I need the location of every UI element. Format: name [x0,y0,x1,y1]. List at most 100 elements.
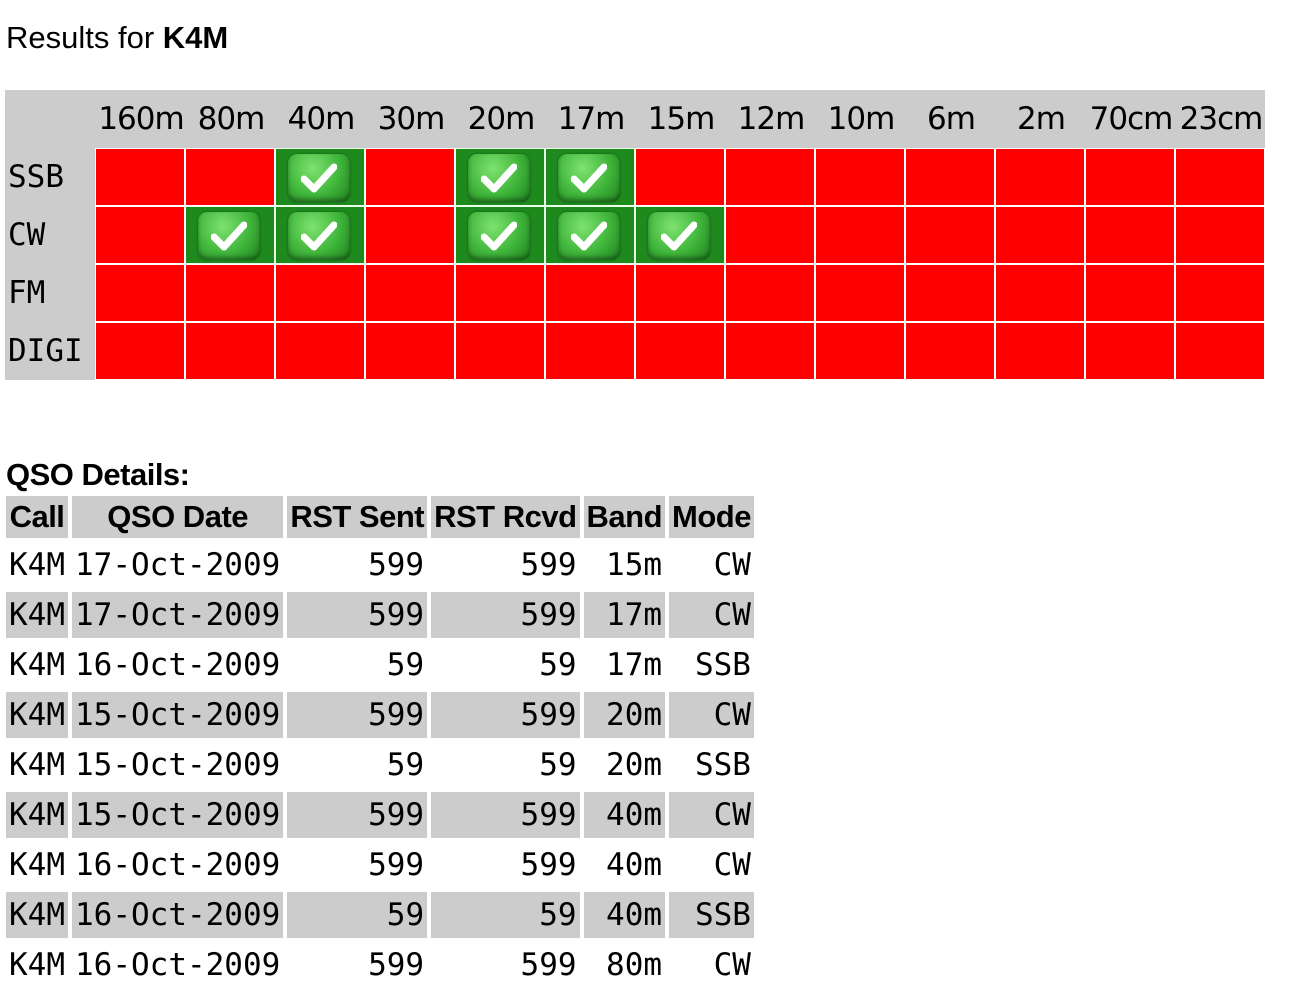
grid-cell-fm-2m [995,264,1085,322]
cell-rst-rcvd: 599 [520,847,577,883]
mode-label-cw: CW [8,217,46,253]
grid-cell-digi-17m [545,322,635,380]
band-header-15m: 15m [647,101,716,137]
cell-mode: CW [669,592,754,638]
grid-cell-fm-20m [455,264,545,322]
grid-cell-cw-30m [365,206,455,264]
results-callsign: K4M [162,20,229,55]
cell-qso-date: 16-Oct-2009 [72,892,284,938]
qso-details-heading: QSO Details: [6,457,190,492]
grid-cell-ssb-6m [905,148,995,206]
cell-rst-sent: 59 [386,747,425,783]
table-row: K4M 15-Oct-2009 599 599 20m CW [6,692,754,738]
grid-cell-cw-12m [725,206,815,264]
check-mark-icon [648,212,710,260]
band-header-6m: 6m [927,101,976,137]
cell-rst-sent: 599 [368,847,425,883]
grid-cell-cw-40m [275,206,365,264]
band-header-12m: 12m [737,101,806,137]
cell-band: 80m [606,947,663,983]
grid-cell-ssb-10m [815,148,905,206]
cell-rst-sent: 599 [368,547,425,583]
cell-band: 20m [583,692,666,738]
grid-cell-fm-80m [185,264,275,322]
column-header-call: Call [6,496,68,538]
cell-band: 40m [606,847,663,883]
table-row: K4M 16-Oct-2009 59 59 40m SSB [6,892,754,938]
grid-cell-digi-15m [635,322,725,380]
grid-cell-ssb-17m [545,148,635,206]
cell-call: K4M [9,847,65,883]
cell-rst-rcvd: 59 [431,892,580,938]
grid-cell-cw-15m [635,206,725,264]
grid-cell-ssb-70cm [1085,148,1175,206]
check-mark-icon [468,154,530,202]
grid-cell-digi-70cm [1085,322,1175,380]
column-header-qso-date: QSO Date [72,496,284,538]
cell-rst-sent: 59 [386,647,425,683]
grid-cell-cw-17m [545,206,635,264]
cell-mode: CW [669,692,754,738]
grid-cell-fm-15m [635,264,725,322]
cell-mode: CW [713,947,751,983]
grid-cell-digi-2m [995,322,1085,380]
cell-qso-date: 16-Oct-2009 [75,947,281,983]
grid-cell-cw-23cm [1175,206,1265,264]
cell-rst-rcvd: 599 [520,547,577,583]
band-header-10m: 10m [827,101,896,137]
column-header-rst-rcvd: RST Rcvd [431,496,580,538]
band-header-23cm: 23cm [1179,101,1264,137]
grid-cell-digi-80m [185,322,275,380]
table-row: K4M 15-Oct-2009 59 59 20m SSB [6,742,754,788]
cell-qso-date: 16-Oct-2009 [75,647,281,683]
table-row: K4M 17-Oct-2009 599 599 15m CW [6,542,754,588]
grid-cell-fm-30m [365,264,455,322]
grid-cell-ssb-20m [455,148,545,206]
grid-cell-cw-70cm [1085,206,1175,264]
grid-cell-fm-10m [815,264,905,322]
grid-cell-digi-12m [725,322,815,380]
grid-cell-cw-10m [815,206,905,264]
band-mode-grid: 160m 80m 40m 30m 20m 17m 15m 12m 10m 6m 2m 70cm 23cm… [5,90,1265,380]
mode-label-ssb: SSB [8,159,64,195]
table-row: K4M 17-Oct-2009 599 599 17m CW [6,592,754,638]
grid-cell-fm-17m [545,264,635,322]
check-mark-icon [558,154,620,202]
band-header-40m: 40m [287,101,356,137]
grid-cell-cw-160m [95,206,185,264]
grid-cell-cw-80m [185,206,275,264]
cell-mode: CW [713,847,751,883]
grid-cell-ssb-23cm [1175,148,1265,206]
grid-cell-ssb-40m [275,148,365,206]
results-heading: Results for K4M [6,18,228,58]
check-mark-icon [468,212,530,260]
grid-cell-digi-30m [365,322,455,380]
cell-rst-sent: 59 [287,892,428,938]
cell-band: 17m [583,592,666,638]
grid-cell-ssb-15m [635,148,725,206]
grid-cell-ssb-12m [725,148,815,206]
cell-rst-sent: 599 [287,592,428,638]
grid-cell-cw-20m [455,206,545,264]
cell-call: K4M [6,692,68,738]
cell-band: 17m [606,647,663,683]
band-header-160m: 160m [98,101,184,137]
grid-cell-fm-12m [725,264,815,322]
grid-cell-ssb-2m [995,148,1085,206]
grid-cell-digi-40m [275,322,365,380]
cell-qso-date: 17-Oct-2009 [72,592,284,638]
grid-cell-digi-23cm [1175,322,1265,380]
column-header-mode: Mode [669,496,754,538]
cell-qso-date: 16-Oct-2009 [75,847,281,883]
cell-rst-rcvd: 599 [431,792,580,838]
qso-header-row: Call QSO Date RST Sent RST Rcvd Band Mode [6,496,754,538]
cell-call: K4M [9,547,65,583]
cell-mode: SSB [669,892,754,938]
cell-rst-sent: 599 [287,692,428,738]
cell-call: K4M [6,892,68,938]
check-mark-icon [558,212,620,260]
mode-label-digi: DIGI [8,333,83,369]
grid-cell-digi-160m [95,322,185,380]
grid-cell-fm-23cm [1175,264,1265,322]
cell-call: K4M [6,592,68,638]
